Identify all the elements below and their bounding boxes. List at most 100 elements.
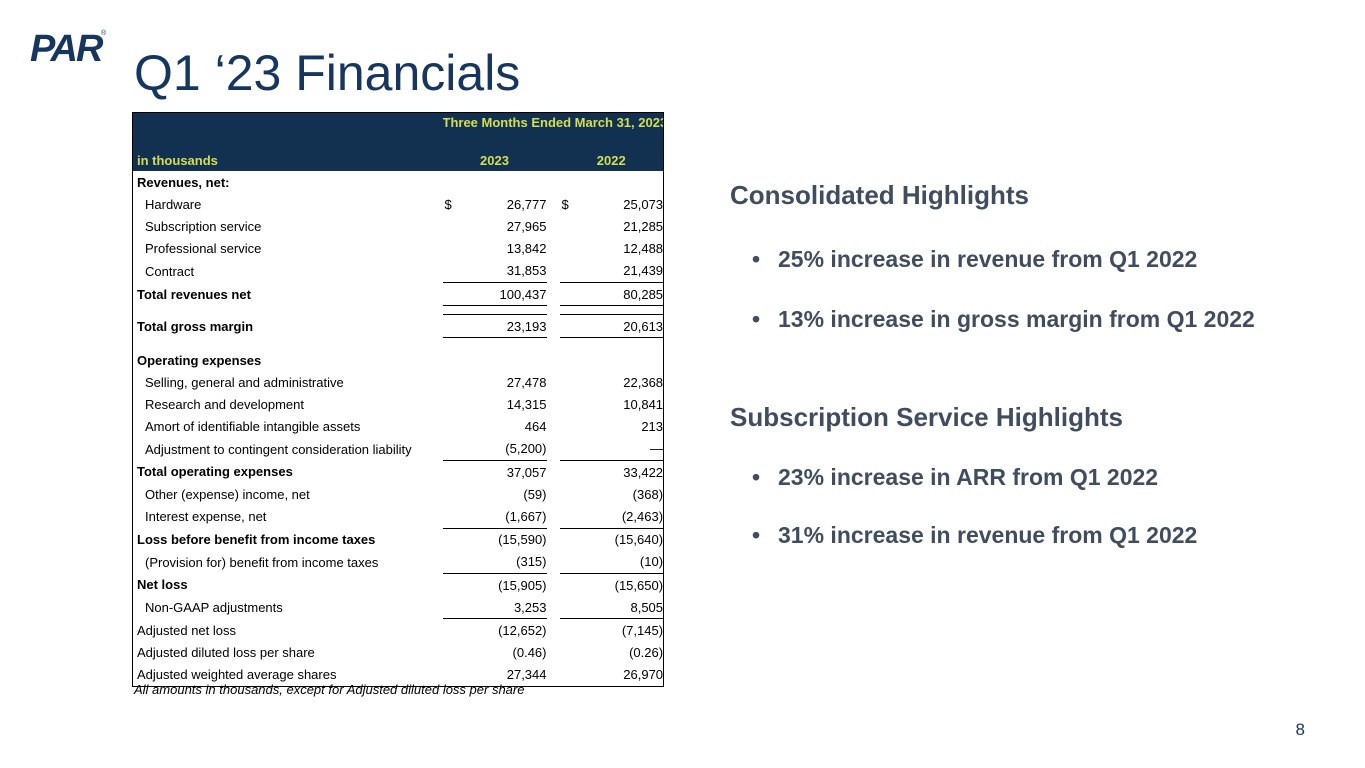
value-2023: 27,344 — [506, 667, 547, 683]
row-label: Adjusted weighted average shares — [137, 667, 337, 683]
row-label: Professional service — [145, 241, 262, 257]
value-2023: 100,437 — [462, 282, 547, 307]
value-2022: 21,285 — [623, 218, 664, 234]
row-label: Hardware — [145, 196, 202, 212]
value-2023: 3,253 — [462, 596, 547, 620]
value-2022: (368) — [632, 486, 664, 502]
row-label: Interest expense, net — [145, 509, 267, 525]
table-header-period-row: Three Months Ended March 31, 2023 — [132, 112, 664, 149]
value-2022: 10,841 — [623, 397, 664, 413]
value-2023: (15,590) — [498, 532, 547, 548]
table-row: Revenues, net: — [133, 171, 664, 193]
table-row: Professional service 13,842 12,488 — [133, 238, 664, 260]
page-number: 8 — [1295, 720, 1305, 739]
row-label: Total operating expenses — [137, 464, 293, 480]
row-label: Selling, general and administrative — [145, 374, 344, 390]
table-row: Hardware $ 26,777 $ 25,073 — [133, 193, 664, 215]
row-label: Adjusted net loss — [137, 622, 237, 638]
row-label: Research and development — [145, 397, 304, 413]
value-2022: 12,488 — [623, 241, 664, 257]
table-row: Non-GAAP adjustments 3,253 8,505 — [133, 596, 664, 620]
table-row: Interest expense, net (1,667) (2,463) — [133, 505, 664, 529]
bullet-item: • 31% increase in revenue from Q1 2022 — [752, 522, 1198, 549]
bullet-text: 31% increase in revenue from Q1 2022 — [778, 522, 1198, 548]
value-2023: (59) — [523, 486, 547, 502]
value-2022: 25,073 — [623, 196, 664, 212]
currency-symbol: $ — [444, 196, 452, 212]
period-header: Three Months Ended March 31, 2023 — [442, 112, 664, 149]
row-label: (Provision for) benefit from income taxe… — [145, 554, 379, 570]
row-label: Total revenues net — [137, 286, 251, 302]
table-row: Other (expense) income, net (59) (368) — [133, 483, 664, 505]
table-row: Operating expenses — [133, 338, 664, 372]
value-2023: (15,905) — [498, 577, 547, 593]
value-2023: 27,478 — [506, 374, 547, 390]
table-row: Total gross margin 23,193 20,613 — [133, 314, 664, 339]
bullet-icon: • — [752, 464, 761, 490]
value-2022: 26,970 — [623, 667, 664, 683]
value-2023: 31,853 — [462, 259, 547, 283]
currency-symbol: $ — [561, 196, 569, 212]
table-row: Adjusted weighted average shares 27,344 … — [133, 664, 664, 687]
row-label: Loss before benefit from income taxes — [137, 531, 376, 547]
revenues-header: Revenues, net: — [137, 174, 230, 190]
par-logo: PAR ® — [30, 30, 106, 68]
bullet-text: 13% increase in gross margin from Q1 202… — [778, 306, 1255, 332]
value-2022: (7,145) — [621, 622, 664, 638]
bullet-item: • 13% increase in gross margin from Q1 20… — [752, 306, 1255, 333]
opex-header: Operating expenses — [137, 353, 262, 369]
value-2023: (315) — [462, 550, 547, 574]
value-2023: 14,315 — [506, 397, 547, 413]
value-2022: 22,368 — [623, 374, 664, 390]
bullet-icon: • — [752, 246, 761, 272]
table-row: Amort of identifiable intangible assets … — [133, 416, 664, 438]
table-row: Total revenues net 100,437 80,285 — [133, 282, 664, 307]
bullet-icon: • — [752, 522, 761, 548]
value-2022: (2,463) — [575, 505, 664, 529]
value-2023: 13,842 — [506, 241, 547, 257]
subscription-heading: Subscription Service Highlights — [730, 402, 1123, 432]
year-2023-header: 2023 — [442, 149, 547, 171]
value-2022: 80,285 — [575, 282, 664, 307]
value-2023: 464 — [524, 419, 547, 435]
value-2022: 33,422 — [623, 464, 664, 480]
table-row: Total operating expenses 37,057 33,422 — [133, 461, 664, 484]
table-header-year-row: in thousands 2023 2022 — [132, 149, 664, 171]
table-row: Adjusted diluted loss per share (0.46) (… — [133, 642, 664, 664]
value-2023: (0.46) — [512, 645, 547, 661]
page-title: Q1 ‘23 Financials — [134, 45, 521, 101]
row-label: Contract — [145, 263, 195, 279]
row-label: Other (expense) income, net — [145, 486, 310, 502]
bullet-item: • 25% increase in revenue from Q1 2022 — [752, 246, 1198, 273]
unit-label: in thousands — [132, 149, 440, 171]
bullet-text: 25% increase in revenue from Q1 2022 — [778, 246, 1198, 272]
value-2022: (15,650) — [614, 577, 664, 593]
row-label: Adjustment to contingent consideration l… — [145, 441, 412, 457]
logo-text: PAR — [30, 28, 103, 70]
value-2023: (5,200) — [462, 437, 547, 462]
row-label: Non-GAAP adjustments — [145, 600, 283, 616]
row-label: Adjusted diluted loss per share — [137, 645, 315, 661]
row-label: Net loss — [137, 577, 188, 593]
table-row: Selling, general and administrative 27,4… — [133, 371, 664, 393]
value-2022: (15,640) — [614, 532, 664, 548]
table-row: Contract 31,853 21,439 — [133, 259, 664, 283]
value-2022: — — [575, 437, 664, 462]
value-2022: 20,613 — [575, 314, 664, 339]
row-label: Total gross margin — [137, 318, 254, 334]
value-2022: 8,505 — [575, 596, 664, 620]
logo-registered-mark: ® — [101, 30, 107, 37]
table-row: Subscription service 27,965 21,285 — [133, 215, 664, 237]
table-row: Research and development 14,315 10,841 — [133, 394, 664, 416]
year-2022-header: 2022 — [559, 149, 664, 171]
value-2022: (0.26) — [629, 645, 664, 661]
value-2022: 21,439 — [575, 259, 664, 283]
value-2023: 23,193 — [462, 314, 547, 339]
value-2023: (1,667) — [462, 505, 547, 529]
value-2023: 27,965 — [506, 218, 547, 234]
value-2023: (12,652) — [498, 622, 547, 638]
table-row: Net loss (15,905) (15,650) — [133, 574, 664, 597]
table-footnote: All amounts in thousands, except for Adj… — [134, 682, 525, 697]
table-row: Loss before benefit from income taxes (1… — [133, 528, 664, 551]
table-row: Adjusted net loss (12,652) (7,145) — [133, 619, 664, 642]
